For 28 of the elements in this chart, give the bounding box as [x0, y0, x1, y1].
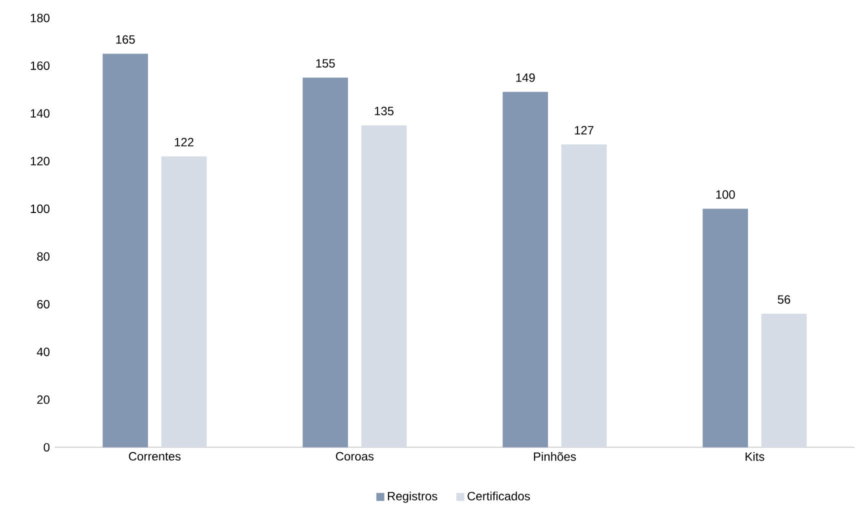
x-tick-label: Correntes — [128, 452, 181, 461]
data-label: 100 — [716, 190, 735, 199]
x-tick-label: Kits — [746, 452, 764, 461]
legend-label: Certificados — [468, 492, 530, 500]
legend-label: Registros — [388, 492, 438, 503]
y-tick-label: 20 — [37, 395, 50, 404]
data-label: 149 — [516, 73, 535, 82]
bar — [302, 78, 348, 448]
y-tick-label: 60 — [37, 300, 50, 308]
y-tick-label: 0 — [44, 443, 50, 452]
y-tick-label: 40 — [36, 348, 50, 356]
bar — [102, 54, 148, 448]
bar — [702, 208, 748, 448]
y-tick-label: 160 — [30, 61, 50, 70]
y-tick-label: 100 — [30, 204, 50, 214]
y-tick-label: 120 — [30, 156, 50, 166]
data-label: 165 — [116, 35, 135, 44]
x-tick-label: Pinhões — [534, 452, 576, 461]
x-tick-label: Coroas — [336, 452, 374, 461]
y-tick-label: 180 — [30, 14, 50, 22]
data-label: 56 — [778, 295, 790, 304]
data-label: 135 — [374, 106, 394, 116]
y-tick-label: 140 — [30, 109, 50, 118]
bar — [502, 92, 548, 448]
data-label: 122 — [174, 138, 194, 146]
y-tick-label: 80 — [37, 252, 50, 261]
data-label: 127 — [574, 126, 594, 134]
data-label: 155 — [316, 59, 335, 68]
